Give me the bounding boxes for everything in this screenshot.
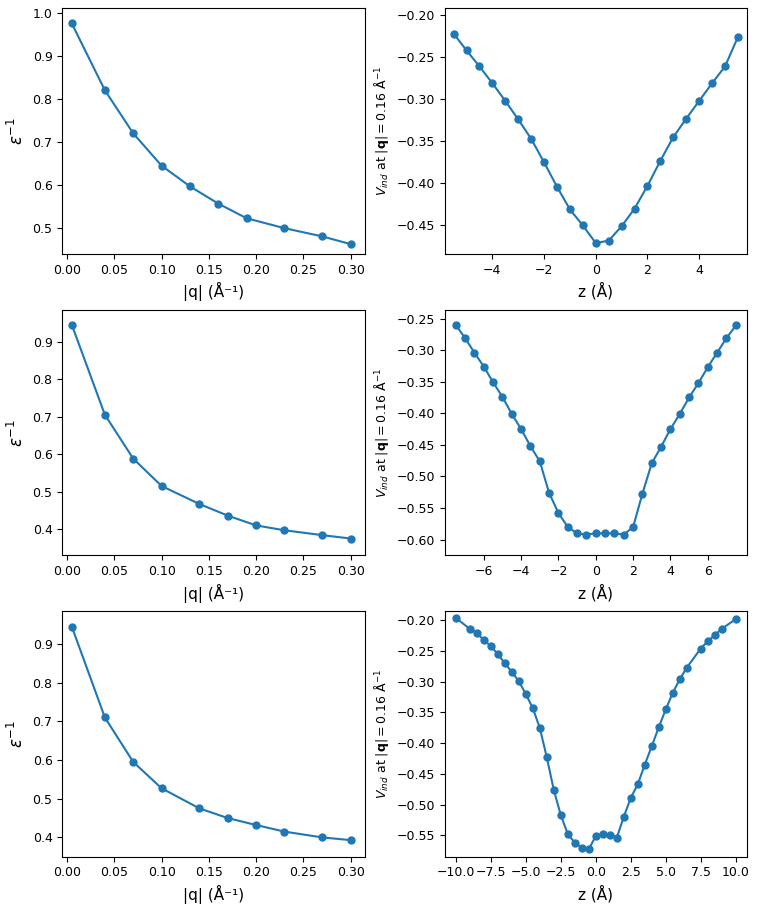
X-axis label: |q| (Å⁻¹): |q| (Å⁻¹): [183, 584, 244, 603]
Y-axis label: $V_{ind}$ at $|\mathbf{q}|=0.16$ Å$^{-1}$: $V_{ind}$ at $|\mathbf{q}|=0.16$ Å$^{-1}…: [371, 367, 391, 497]
X-axis label: z (Å): z (Å): [578, 584, 613, 601]
X-axis label: |q| (Å⁻¹): |q| (Å⁻¹): [183, 885, 244, 904]
X-axis label: z (Å): z (Å): [578, 282, 613, 300]
Y-axis label: $\varepsilon^{-1}$: $\varepsilon^{-1}$: [7, 118, 27, 145]
Y-axis label: $V_{ind}$ at $|\mathbf{q}|=0.16$ Å$^{-1}$: $V_{ind}$ at $|\mathbf{q}|=0.16$ Å$^{-1}…: [372, 67, 391, 196]
X-axis label: z (Å): z (Å): [578, 885, 613, 903]
Y-axis label: $V_{ind}$ at $|\mathbf{q}|=0.16$ Å$^{-1}$: $V_{ind}$ at $|\mathbf{q}|=0.16$ Å$^{-1}…: [371, 669, 391, 799]
X-axis label: |q| (Å⁻¹): |q| (Å⁻¹): [183, 282, 244, 302]
Y-axis label: $\varepsilon^{-1}$: $\varepsilon^{-1}$: [7, 720, 27, 748]
Y-axis label: $\varepsilon^{-1}$: $\varepsilon^{-1}$: [7, 418, 27, 446]
